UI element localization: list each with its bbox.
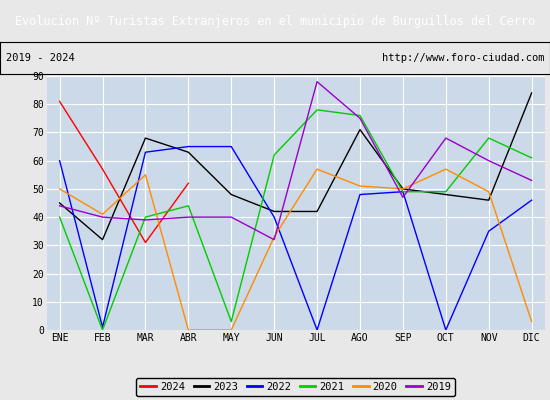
Text: http://www.foro-ciudad.com: http://www.foro-ciudad.com	[382, 53, 544, 63]
Text: Evolucion Nº Turistas Extranjeros en el municipio de Burguillos del Cerro: Evolucion Nº Turistas Extranjeros en el …	[15, 14, 535, 28]
Legend: 2024, 2023, 2022, 2021, 2020, 2019: 2024, 2023, 2022, 2021, 2020, 2019	[136, 378, 455, 396]
Text: 2019 - 2024: 2019 - 2024	[6, 53, 74, 63]
